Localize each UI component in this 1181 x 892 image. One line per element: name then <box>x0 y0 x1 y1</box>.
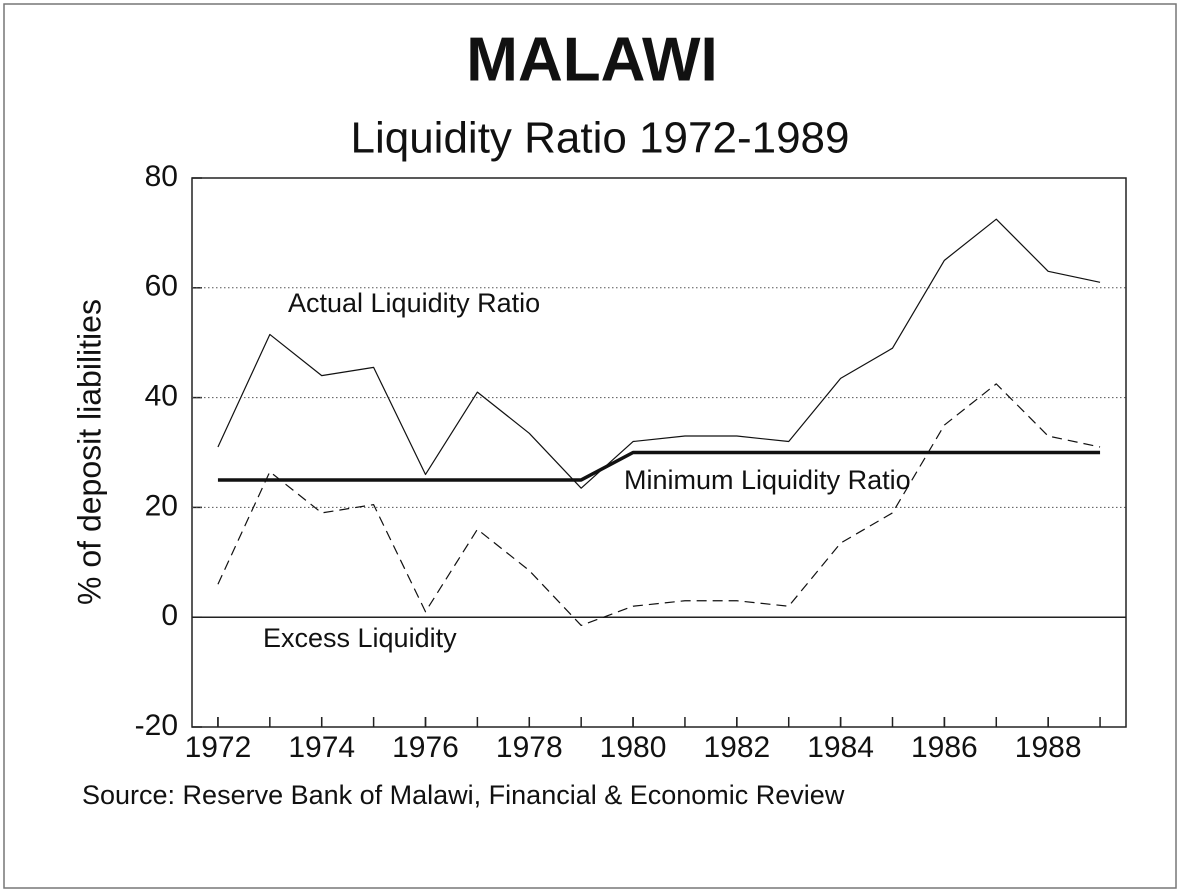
y-axis-label: % of deposit liabilities <box>71 299 107 605</box>
y-tick-label: 60 <box>145 270 178 303</box>
x-tick-label: 1978 <box>496 731 563 764</box>
x-tick-label: 1980 <box>600 731 667 764</box>
x-tick-label: 1974 <box>288 731 355 764</box>
plot-frame <box>191 177 1127 728</box>
series-label: Excess Liquidity <box>263 623 457 653</box>
x-tick-label: 1972 <box>185 731 252 764</box>
chart-subtitle: Liquidity Ratio 1972-1989 <box>350 114 849 163</box>
series-label: Actual Liquidity Ratio <box>288 288 540 318</box>
x-tick-label: 1986 <box>911 731 978 764</box>
y-tick-label: -20 <box>135 709 178 742</box>
x-tick-label: 1976 <box>392 731 459 764</box>
page-frame <box>3 3 1177 889</box>
y-tick-label: 20 <box>145 489 178 522</box>
data-line <box>217 450 1101 482</box>
y-tick-label: 0 <box>161 599 178 632</box>
x-tick-label: 1988 <box>1015 731 1082 764</box>
y-tick-label: 40 <box>145 380 178 413</box>
y-tick-label: 80 <box>145 160 178 193</box>
x-tick-label: 1982 <box>703 731 770 764</box>
data-line <box>217 218 1101 489</box>
source-note: Source: Reserve Bank of Malawi, Financia… <box>82 780 845 810</box>
series-label: Minimum Liquidity Ratio <box>624 465 911 495</box>
data-line <box>217 383 1101 627</box>
chart-title: MALAWI <box>466 25 717 94</box>
x-tick-label: 1984 <box>807 731 874 764</box>
